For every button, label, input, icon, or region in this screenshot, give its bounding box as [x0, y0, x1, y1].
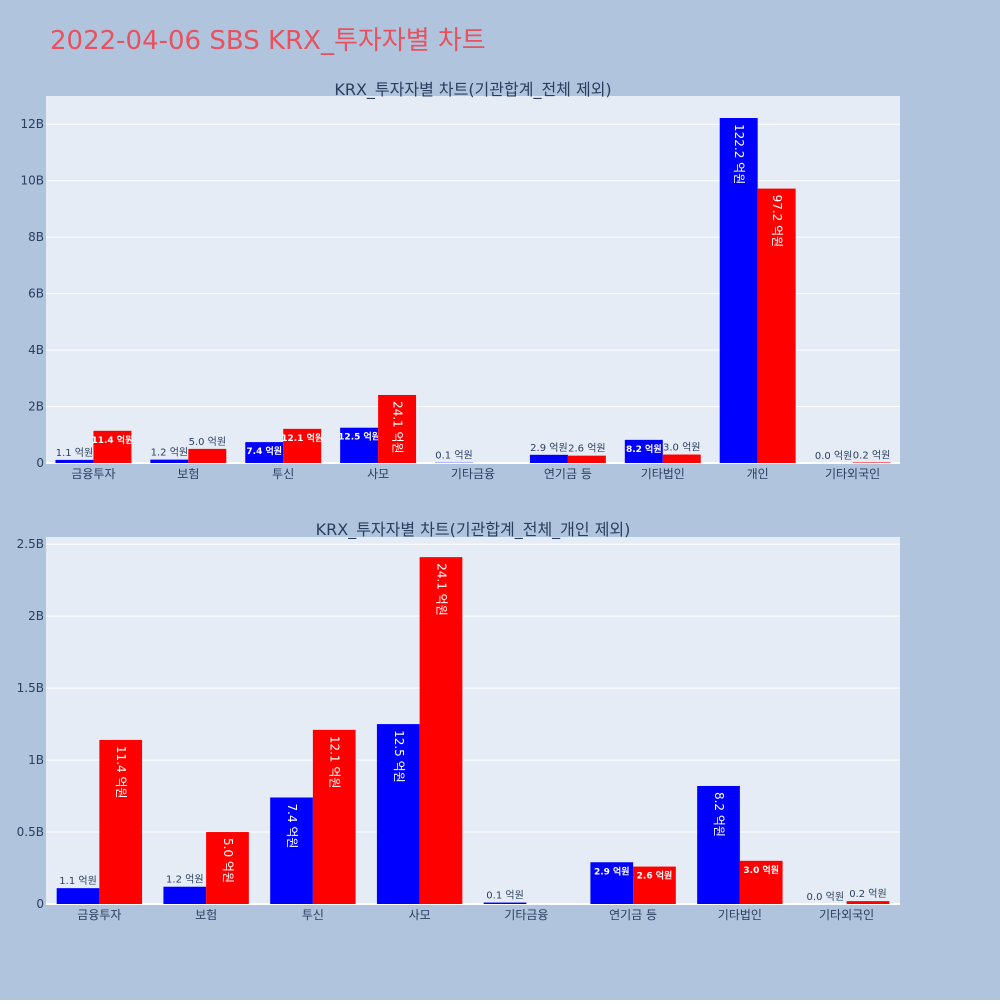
bar-label: 1.2 억원 — [166, 874, 203, 886]
x-tick-label: 금융투자 — [71, 467, 115, 481]
bar-label: 2.6 억원 — [568, 443, 605, 455]
x-tick-label: 기타금융 — [504, 908, 548, 922]
bar-label: 0.0 억원 — [815, 450, 852, 462]
bar-sell — [568, 456, 606, 463]
bar-label: 8.2 억원 — [626, 443, 662, 455]
bar-label: 12.5 억원 — [338, 431, 380, 443]
bar-buy — [57, 888, 100, 904]
x-tick-label: 기타법인 — [641, 467, 685, 481]
bar-label: 8.2 억원 — [712, 792, 726, 837]
bar-label: 5.0 억원 — [189, 436, 226, 448]
bar-label: 3.0 억원 — [743, 864, 779, 876]
bar-label: 1.1 억원 — [59, 875, 96, 887]
bar-buy — [530, 455, 568, 463]
y-tick-label: 0.5B — [17, 825, 44, 839]
y-tick-label: 2B — [28, 400, 44, 414]
bar-label: 7.4 억원 — [246, 445, 282, 457]
x-tick-label: 금융투자 — [77, 908, 121, 922]
x-tick-label: 기타금융 — [451, 467, 495, 481]
y-tick-label: 2.5B — [17, 537, 44, 551]
y-tick-label: 12B — [20, 117, 44, 131]
bar-buy — [484, 903, 527, 904]
y-tick-label: 2B — [28, 609, 44, 623]
x-tick-label: 연기금 등 — [544, 467, 592, 481]
bar-sell — [853, 462, 891, 463]
y-tick-label: 0 — [36, 456, 44, 470]
x-tick-label: 기타외국인 — [825, 467, 880, 481]
x-tick-label: 기타외국인 — [819, 908, 874, 922]
x-tick-label: 사모 — [367, 467, 389, 481]
x-tick-label: 개인 — [747, 467, 769, 481]
chart-top: KRX_투자자별 차트(기관합계_전체 제외) 0 2B 4B 6B 8B 10B 12B 금융… — [20, 80, 900, 481]
y-tick-label: 1.5B — [17, 681, 44, 695]
chart-bottom: KRX_투자자별 차트(기관합계_전체_개인 제외) 0 0.5B 1B 1.5B 2B 2… — [17, 520, 900, 922]
bar-label: 2.9 억원 — [530, 442, 567, 454]
y-tick-label: 1B — [28, 753, 44, 767]
bar-label: 0.2 억원 — [853, 449, 890, 461]
y-tick-label: 4B — [28, 343, 44, 357]
y-tick-label: 6B — [28, 287, 44, 301]
bar-label: 11.4 억원 — [114, 746, 128, 799]
plot-area — [46, 537, 900, 904]
y-tick-label: 10B — [20, 174, 44, 188]
bar-label: 12.1 억원 — [328, 736, 342, 789]
bar-label: 2.6 억원 — [637, 870, 673, 882]
bar-label: 24.1 억원 — [434, 563, 448, 616]
bar-label: 0.1 억원 — [486, 890, 523, 902]
x-tick-label: 사모 — [409, 908, 431, 922]
bar-label: 12.5 억원 — [392, 730, 406, 783]
bar-label: 12.1 억원 — [281, 432, 323, 444]
bar-label: 0.2 억원 — [849, 888, 886, 900]
x-tick-label: 투신 — [302, 908, 324, 922]
bar-sell — [847, 901, 890, 904]
bar-label: 1.2 억원 — [151, 447, 188, 459]
bar-sell — [663, 455, 701, 463]
x-tick-label: 연기금 등 — [609, 908, 657, 922]
x-tick-label: 기타법인 — [718, 908, 762, 922]
bar-label: 11.4 억원 — [91, 434, 133, 446]
y-tick-label: 0 — [36, 897, 44, 911]
bar-label: 0.0 억원 — [807, 891, 844, 903]
bar-buy — [163, 887, 206, 904]
x-tick-label: 투신 — [272, 467, 294, 481]
chart-title: KRX_투자자별 차트(기관합계_전체_개인 제외) — [316, 520, 631, 540]
bar-label: 3.0 억원 — [663, 442, 700, 454]
bar-label: 0.1 억원 — [435, 450, 472, 462]
bar-sell — [188, 449, 226, 463]
bar-label: 1.1 억원 — [56, 447, 93, 459]
bar-label: 122.2 억원 — [732, 124, 746, 184]
bar-buy — [55, 460, 93, 463]
chart-title: KRX_투자자별 차트(기관합계_전체 제외) — [334, 80, 611, 100]
bar-label: 2.9 억원 — [594, 865, 630, 877]
x-tick-label: 보험 — [177, 467, 199, 481]
y-tick-label: 8B — [28, 230, 44, 244]
bar-label: 7.4 억원 — [285, 803, 299, 848]
bar-label: 97.2 억원 — [770, 195, 784, 248]
bar-label: 24.1 억원 — [391, 401, 405, 454]
x-tick-label: 보험 — [195, 908, 217, 922]
bar-label: 5.0 억원 — [221, 838, 235, 883]
bar-buy — [150, 460, 188, 463]
page-title: 2022-04-06 SBS KRX_투자자별 차트 — [50, 26, 486, 56]
